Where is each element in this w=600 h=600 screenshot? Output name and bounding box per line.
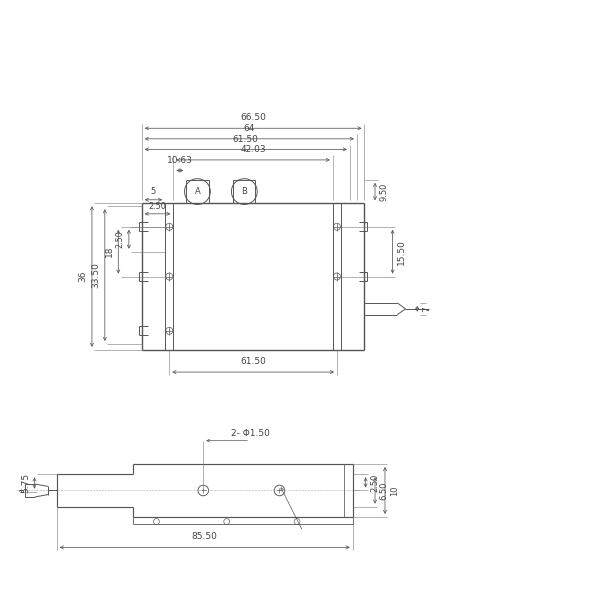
Text: 2- Φ1.50: 2- Φ1.50 [231,429,269,438]
Text: 10: 10 [389,485,398,496]
Text: 61.50: 61.50 [240,357,266,366]
Text: 2.50: 2.50 [149,202,166,211]
Text: 9.50: 9.50 [379,182,388,201]
Text: 33.50: 33.50 [91,262,100,288]
Text: 2.50: 2.50 [370,473,379,491]
Text: 7: 7 [422,306,431,311]
Text: 36: 36 [78,271,87,283]
Text: A: A [194,187,200,196]
Text: 5: 5 [151,187,156,196]
Text: B: B [241,187,247,196]
Text: 18: 18 [104,246,113,257]
Text: 6.50: 6.50 [380,481,389,500]
Text: 61.50: 61.50 [233,134,259,143]
Text: 42.03: 42.03 [240,145,266,154]
Text: 2.50: 2.50 [115,230,124,248]
Text: 10.63: 10.63 [167,155,193,164]
Text: 85.50: 85.50 [192,532,218,541]
Text: 5.75: 5.75 [21,473,30,493]
Text: 66.50: 66.50 [240,113,266,122]
Text: 15.50: 15.50 [397,239,406,265]
Text: 64: 64 [244,124,255,133]
